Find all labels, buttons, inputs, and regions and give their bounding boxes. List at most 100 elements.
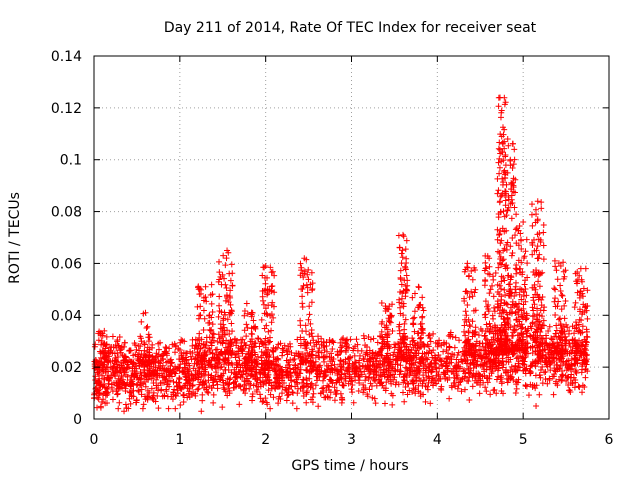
data-point	[357, 365, 364, 372]
data-point	[151, 368, 158, 375]
data-point	[461, 316, 468, 323]
data-point	[580, 293, 586, 300]
data-point	[138, 381, 145, 388]
data-point	[371, 367, 378, 374]
data-point	[128, 358, 135, 365]
data-point	[377, 379, 384, 386]
data-point	[387, 319, 394, 326]
data-point	[482, 328, 489, 335]
data-point	[538, 313, 545, 320]
data-point	[351, 352, 358, 359]
data-point	[287, 343, 294, 350]
data-point	[257, 374, 264, 381]
data-point	[403, 373, 410, 380]
data-point	[584, 334, 591, 341]
data-point	[348, 377, 355, 384]
data-point	[321, 358, 328, 365]
data-point	[264, 290, 271, 297]
data-point	[153, 376, 160, 383]
data-point	[473, 370, 480, 377]
data-point	[498, 293, 505, 300]
data-point	[338, 336, 345, 343]
data-point	[276, 383, 283, 390]
data-point	[467, 323, 474, 330]
data-point	[196, 330, 203, 337]
data-point	[239, 336, 246, 343]
data-point	[424, 341, 431, 348]
data-point	[229, 328, 236, 335]
data-point	[496, 328, 503, 335]
data-point	[98, 381, 105, 388]
data-point	[275, 379, 282, 386]
data-point	[379, 334, 386, 341]
data-point	[499, 355, 506, 362]
data-point	[494, 236, 501, 243]
data-point	[177, 401, 184, 408]
data-point	[555, 316, 562, 323]
data-point	[487, 391, 494, 398]
data-point	[513, 378, 520, 385]
data-point	[141, 340, 148, 347]
data-point	[242, 364, 249, 371]
data-point	[541, 346, 548, 353]
data-point	[469, 383, 476, 390]
data-point	[555, 341, 562, 348]
data-point	[583, 326, 590, 333]
data-point	[382, 387, 389, 394]
data-point	[369, 354, 376, 361]
data-point	[465, 369, 472, 376]
data-point	[381, 373, 388, 380]
data-point	[505, 194, 512, 201]
data-point	[512, 189, 519, 196]
data-point	[403, 237, 410, 244]
data-point	[366, 386, 373, 393]
data-point	[584, 315, 591, 322]
data-point	[467, 370, 474, 377]
data-point	[205, 320, 212, 327]
data-point	[220, 252, 227, 259]
data-point	[224, 327, 231, 334]
data-point	[532, 363, 539, 370]
data-point	[221, 351, 228, 358]
data-point	[132, 351, 139, 358]
data-point	[423, 365, 430, 372]
data-point	[114, 364, 121, 371]
data-point	[410, 378, 417, 385]
data-point	[363, 350, 370, 357]
data-point	[503, 212, 510, 219]
data-point	[297, 260, 304, 267]
data-point	[399, 247, 406, 254]
data-point	[212, 362, 219, 369]
data-point	[336, 348, 343, 355]
data-point	[541, 369, 548, 376]
data-point	[373, 358, 380, 365]
data-point	[550, 340, 557, 347]
data-point	[421, 351, 428, 358]
data-point	[92, 373, 99, 380]
data-point	[224, 347, 231, 354]
data-point	[299, 379, 306, 386]
data-point	[136, 347, 143, 354]
data-point	[120, 343, 127, 350]
data-point	[378, 300, 385, 307]
data-point	[196, 350, 203, 357]
data-point	[400, 389, 407, 396]
data-point	[130, 393, 137, 400]
data-point	[228, 338, 235, 345]
data-point	[305, 316, 312, 323]
data-point	[95, 330, 102, 337]
data-point	[227, 294, 234, 301]
data-point	[214, 338, 221, 345]
data-point	[342, 375, 349, 382]
data-point	[252, 340, 259, 347]
data-point	[194, 386, 201, 393]
data-point	[174, 383, 181, 390]
data-point	[263, 380, 270, 387]
data-point	[469, 293, 476, 300]
data-point	[523, 328, 530, 335]
data-point	[411, 328, 418, 335]
data-point	[496, 359, 503, 366]
data-point	[137, 356, 144, 363]
data-point	[579, 389, 586, 396]
data-point	[109, 388, 116, 395]
